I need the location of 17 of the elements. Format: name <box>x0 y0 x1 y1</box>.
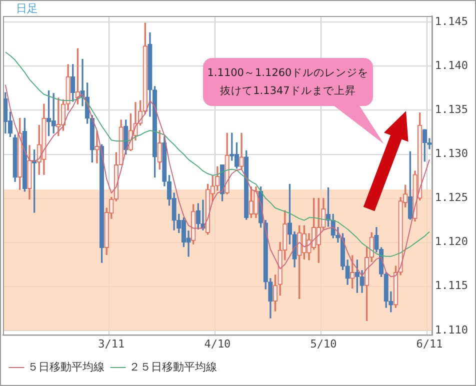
y-tick-label: 1.145 <box>434 15 468 28</box>
annotation: 1.1100～1.1260ドルのレンジを抜けて1.1347ドルまで上昇 <box>207 66 369 99</box>
legend-label: ２５日移動平均線 <box>129 360 217 374</box>
y-tick-label: 1.140 <box>434 59 468 72</box>
y-tick-label: 1.135 <box>434 103 468 116</box>
x-tick-label: 4/10 <box>204 337 231 350</box>
y-tick-label: 1.115 <box>434 279 468 292</box>
x-tick-label: 3/11 <box>98 337 125 350</box>
chart-title: 日足 <box>16 2 38 15</box>
y-tick-label: 1.110 <box>434 323 468 336</box>
y-tick-label: 1.120 <box>434 235 468 248</box>
legend-label: ５日移動平均線 <box>28 360 104 374</box>
candlestick <box>94 131 100 164</box>
x-tick-label: 6/11 <box>416 337 443 350</box>
y-tick-label: 1.130 <box>434 147 468 160</box>
y-tick-label: 1.125 <box>434 191 468 204</box>
x-tick-label: 5/10 <box>310 337 337 350</box>
